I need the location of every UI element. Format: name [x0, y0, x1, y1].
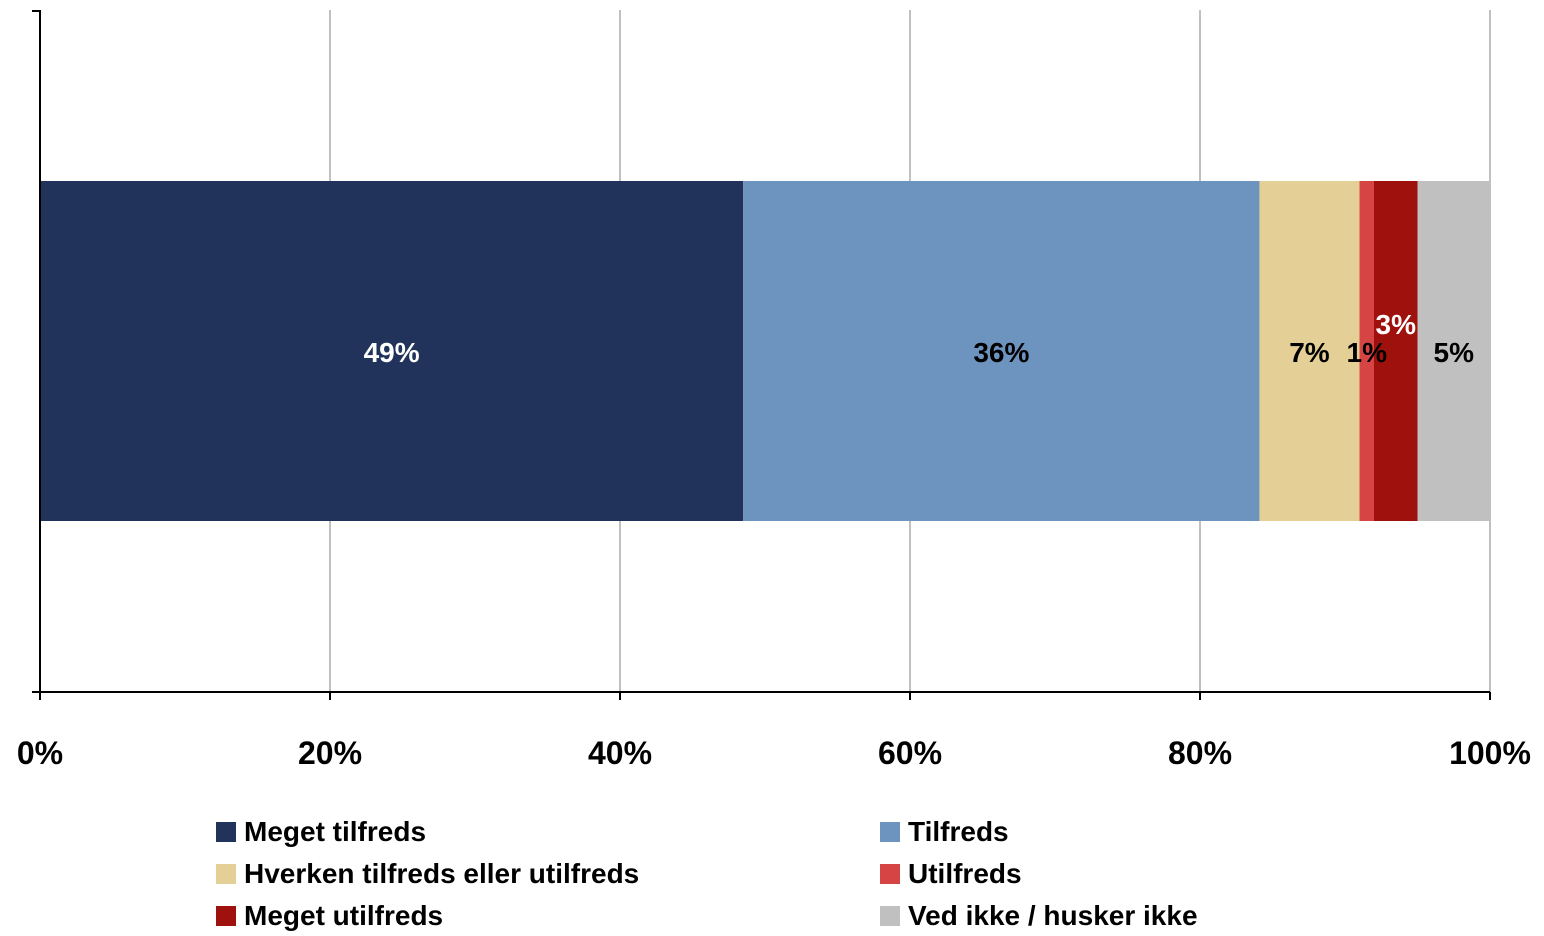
chart-plot: 49% 36% 7% 1%3% 5% 0% 20% 40% 60% 80% 100%: [17, 10, 1531, 771]
legend-label: Meget tilfreds: [244, 816, 427, 847]
x-tick-label: 80%: [1168, 735, 1232, 771]
bar-segments: [40, 181, 1490, 521]
x-tick-label: 60%: [878, 735, 942, 771]
legend-swatch: [216, 822, 236, 842]
legend-swatch: [880, 906, 900, 926]
axes: [32, 10, 1491, 700]
legend-label: Utilfreds: [908, 858, 1022, 889]
legend-label: Tilfreds: [908, 816, 1009, 847]
legend-swatch: [880, 822, 900, 842]
legend-label: Meget utilfreds: [244, 900, 444, 931]
legend-item-meget-utilfreds: Meget utilfreds: [216, 896, 443, 936]
data-label-tilfreds: 36%: [973, 337, 1029, 368]
bar-segment-tilfreds: [743, 181, 1260, 521]
data-label-ved-ikke-husker-ikke: 5%: [1434, 337, 1475, 368]
bar-segment-utilfreds: [1359, 181, 1374, 521]
legend-item-hverken-tilfreds-eller-utilfreds: Hverken tilfreds eller utilfreds: [216, 854, 639, 894]
bar-segment-meget-tilfreds: [40, 181, 744, 521]
bar-segment-meget-utilfreds: [1374, 181, 1418, 521]
legend: Meget tilfreds Tilfreds Hverken tilfreds e…: [0, 812, 1544, 932]
legend-label: Ved ikke / husker ikke: [908, 900, 1198, 931]
legend-swatch: [216, 906, 236, 926]
x-tick-label: 40%: [588, 735, 652, 771]
x-tick-label: 0%: [17, 735, 63, 771]
data-label-meget-tilfreds: 49%: [364, 337, 420, 368]
legend-item-utilfreds: Utilfreds: [880, 854, 1022, 894]
legend-item-tilfreds: Tilfreds: [880, 812, 1009, 852]
legend-swatch: [216, 864, 236, 884]
x-tick-label: 20%: [298, 735, 362, 771]
data-label-hverken-tilfreds-eller-utilfreds: 7%: [1289, 337, 1330, 368]
legend-item-ved-ikke-husker-ikke: Ved ikke / husker ikke: [880, 896, 1198, 936]
bar-segment-hverken-tilfreds-eller-utilfreds: [1259, 181, 1360, 521]
data-label-meget-utilfreds: 3%: [1376, 309, 1417, 340]
legend-label: Hverken tilfreds eller utilfreds: [244, 858, 640, 889]
x-tick-labels: 0% 20% 40% 60% 80% 100%: [17, 735, 1531, 771]
bar-segment-ved-ikke-husker-ikke: [1417, 181, 1490, 521]
legend-item-meget-tilfreds: Meget tilfreds: [216, 812, 426, 852]
data-labels: 49% 36% 7% 1%3% 5%: [364, 309, 1474, 368]
legend-swatch: [880, 864, 900, 884]
data-label-utilfreds: 1%: [1347, 337, 1388, 368]
x-tick-label: 100%: [1449, 735, 1531, 771]
